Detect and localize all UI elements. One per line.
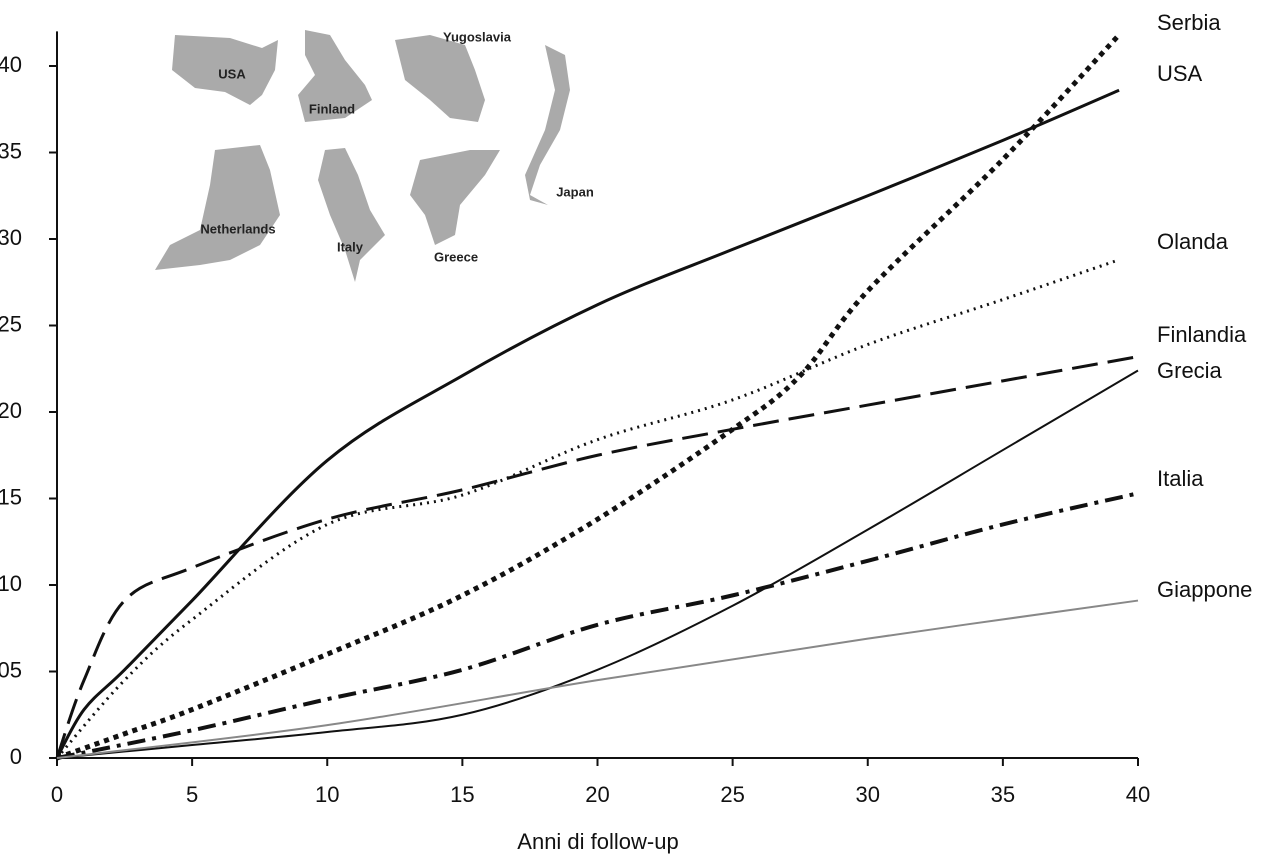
y-tick-label: 35 <box>0 138 22 163</box>
map-label: Netherlands <box>200 221 275 236</box>
x-axis-label: Anni di follow-up <box>517 829 678 854</box>
series-label: Giappone <box>1157 577 1252 602</box>
x-tick-label: 35 <box>991 782 1015 807</box>
series-line <box>56 369 1139 759</box>
x-tick-label: 10 <box>315 782 339 807</box>
map-yugoslavia <box>395 35 485 122</box>
y-tick-label: 25 <box>0 311 22 336</box>
map-label: Greece <box>434 249 478 264</box>
x-tick-label: 15 <box>450 782 474 807</box>
map-finland <box>298 30 372 122</box>
series-label: Finlandia <box>1157 322 1247 347</box>
y-tick-label: 30 <box>0 225 22 250</box>
series-label: USA <box>1157 61 1203 86</box>
x-tick-label: 25 <box>720 782 744 807</box>
map-label: USA <box>218 66 246 81</box>
series-label: Serbia <box>1157 10 1221 35</box>
series-line <box>56 33 1121 761</box>
map-netherlands <box>155 145 280 270</box>
series-line <box>56 599 1139 759</box>
series-line <box>55 88 1120 759</box>
y-tick-label: 05 <box>0 657 22 682</box>
series-label: Italia <box>1157 466 1204 491</box>
y-tick-label: 10 <box>0 571 22 596</box>
x-tick-label: 5 <box>186 782 198 807</box>
series-label: Grecia <box>1157 358 1223 383</box>
x-tick-label: 40 <box>1126 782 1150 807</box>
map-japan <box>525 45 570 205</box>
map-greece <box>410 150 500 245</box>
series-line <box>55 258 1120 759</box>
x-tick-label: 30 <box>856 782 880 807</box>
series-label: Olanda <box>1157 229 1229 254</box>
series-line <box>56 491 1139 760</box>
y-tick-label: 20 <box>0 398 22 423</box>
map-usa <box>172 35 278 105</box>
y-tick-label: 0 <box>10 744 22 769</box>
series-line <box>55 355 1139 759</box>
y-tick-label: 15 <box>0 484 22 509</box>
map-label: Yugoslavia <box>443 29 512 44</box>
y-tick-label: 40 <box>0 52 22 77</box>
map-inset: USA Finland Yugoslavia Netherlands Italy Gree… <box>155 29 594 282</box>
map-label: Italy <box>337 239 364 254</box>
map-label: Japan <box>556 184 594 199</box>
map-italy <box>318 148 385 282</box>
x-tick-label: 20 <box>585 782 609 807</box>
x-tick-label: 0 <box>51 782 63 807</box>
map-label: Finland <box>309 101 355 116</box>
